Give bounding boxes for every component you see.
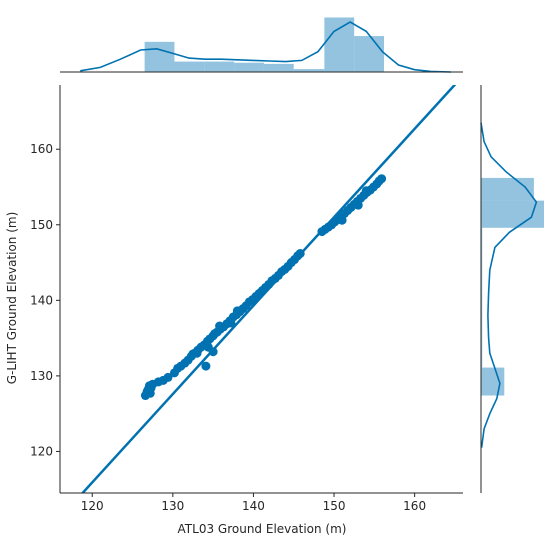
marginal-y-bar <box>481 367 505 396</box>
y-tick-label: 160 <box>30 142 53 156</box>
scatter-point <box>361 186 371 196</box>
marginal-x-bar <box>234 62 264 72</box>
x-axis-label: ATL03 Ground Elevation (m) <box>178 522 347 536</box>
scatter-point <box>143 385 153 395</box>
marginal-y-histogram <box>480 85 544 493</box>
scatter-point <box>201 361 211 371</box>
scatter-panel: 120 130 140 150 160 120 130 140 150 160 <box>30 85 463 513</box>
x-tick-label: 120 <box>81 499 104 513</box>
marginal-y-bar <box>481 339 483 368</box>
scatter-point <box>337 215 347 225</box>
scatter-point <box>188 349 198 359</box>
marginal-x-bar <box>354 36 385 72</box>
y-tick-label: 120 <box>30 444 53 458</box>
y-axis-label: G-LIHT Ground Elevation (m) <box>5 212 19 385</box>
marginal-x-bar <box>144 41 175 72</box>
marginal-x-bar <box>293 69 325 72</box>
y-tick-label: 140 <box>30 293 53 307</box>
scatter-point <box>377 174 387 184</box>
y-tick-label: 150 <box>30 218 53 232</box>
scatter-point <box>295 248 305 258</box>
marginal-y-bar <box>481 255 483 284</box>
marginal-x-bar <box>263 63 294 72</box>
scatter-point <box>226 318 236 328</box>
scatter-point <box>232 306 242 316</box>
marginal-x-kde <box>80 21 451 73</box>
scatter-point <box>203 342 213 352</box>
marginal-x-bar <box>174 61 205 72</box>
y-tick-label: 130 <box>30 369 53 383</box>
x-tick-label: 140 <box>242 499 265 513</box>
marginal-x-bar <box>204 61 235 72</box>
marginal-y-bar <box>481 200 544 228</box>
scatter-point <box>353 200 363 210</box>
x-tick-label: 130 <box>161 499 184 513</box>
scatter-point <box>215 321 225 331</box>
scatter-point <box>163 372 173 382</box>
x-tick-label: 150 <box>323 499 346 513</box>
marginal-x-histogram <box>60 17 463 73</box>
marginal-y-kde <box>480 122 538 448</box>
marginal-y-bar <box>481 283 483 312</box>
marginal-y-bar <box>481 311 483 340</box>
marginal-x-bar <box>324 17 355 72</box>
marginal-y-bar <box>481 227 483 256</box>
x-tick-label: 160 <box>403 499 426 513</box>
